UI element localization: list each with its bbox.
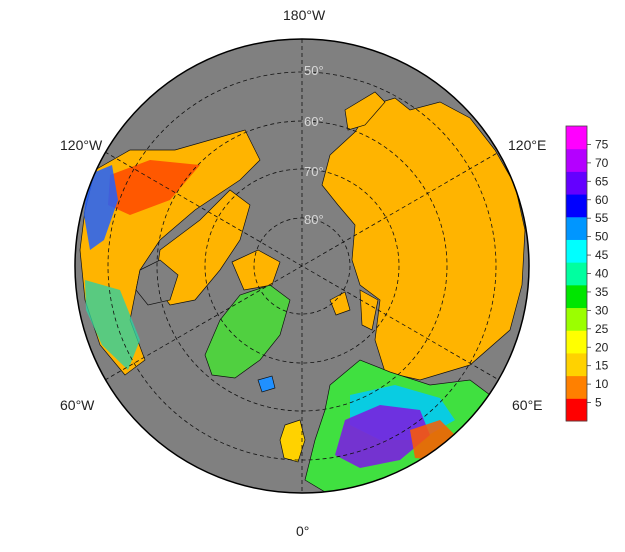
lon-label-60w: 60°W [60, 397, 95, 413]
colorbar-swatch [566, 194, 587, 218]
region-na-south [85, 280, 140, 370]
region-north-america-red [108, 160, 200, 215]
colorbar-swatch [566, 307, 587, 331]
region-chukotka [344, 91, 386, 131]
colorbar-swatch [566, 239, 587, 263]
region-alaska-coast [84, 165, 118, 250]
lat-label-50: 50° [304, 63, 324, 78]
colorbar-tick-label: 20 [595, 340, 609, 354]
colorbar-swatch [566, 352, 587, 377]
colorbar-tick-label: 50 [595, 230, 609, 244]
colorbar-tick-label: 30 [595, 303, 609, 317]
colorbar-tick-label: 45 [595, 248, 609, 262]
region-greenland-north [231, 249, 281, 291]
colorbar-swatch [566, 148, 587, 172]
colorbar-swatch [566, 171, 587, 195]
lon-label-120w: 120°W [60, 137, 103, 153]
lon-label-120e: 120°E [508, 137, 546, 153]
region-siberia [321, 97, 526, 381]
colorbar-swatch [566, 284, 587, 309]
region-british-isles [279, 419, 306, 463]
lat-label-70: 70° [304, 164, 324, 179]
map-border [74, 38, 530, 494]
colorbar-tick-label: 5 [595, 396, 602, 410]
region-hudson-bay [135, 259, 179, 306]
colorbar-swatch [566, 262, 587, 286]
region-iceland [257, 375, 276, 393]
colorbar-tick-label: 70 [595, 156, 609, 170]
colorbar-tick-label: 55 [595, 211, 609, 225]
colorbar-tick-label: 15 [595, 359, 609, 373]
lat-label-80: 80° [304, 212, 324, 227]
colorbar-tick-label: 65 [595, 174, 609, 188]
lon-label-0: 0° [296, 523, 309, 539]
colorbar: 75 70 65 60 55 50 45 40 35 30 25 20 15 10 5 [565, 125, 609, 422]
colorbar-swatch [566, 216, 587, 240]
region-novaya-zemlya [359, 289, 379, 331]
colorbar-tick-label: 35 [595, 285, 609, 299]
graticule [104, 39, 500, 493]
lon-label-180w: 180°W [283, 7, 326, 23]
lon-label-60e: 60°E [512, 397, 543, 413]
lat-label-60: 60° [304, 114, 324, 129]
colorbar-tick-label: 10 [595, 377, 609, 391]
colorbar-tick-label: 40 [595, 267, 609, 281]
colorbar-swatch [566, 126, 587, 150]
colorbar-tick-label: 25 [595, 322, 609, 336]
colorbar-swatch [566, 375, 587, 399]
region-europe-core [335, 405, 430, 468]
colorbar-swatch [566, 398, 587, 422]
colorbar-tick-label: 60 [595, 193, 609, 207]
colorbar-swatch [566, 330, 587, 354]
colorbar-tick-label: 75 [595, 137, 609, 151]
region-greenland [204, 284, 291, 379]
